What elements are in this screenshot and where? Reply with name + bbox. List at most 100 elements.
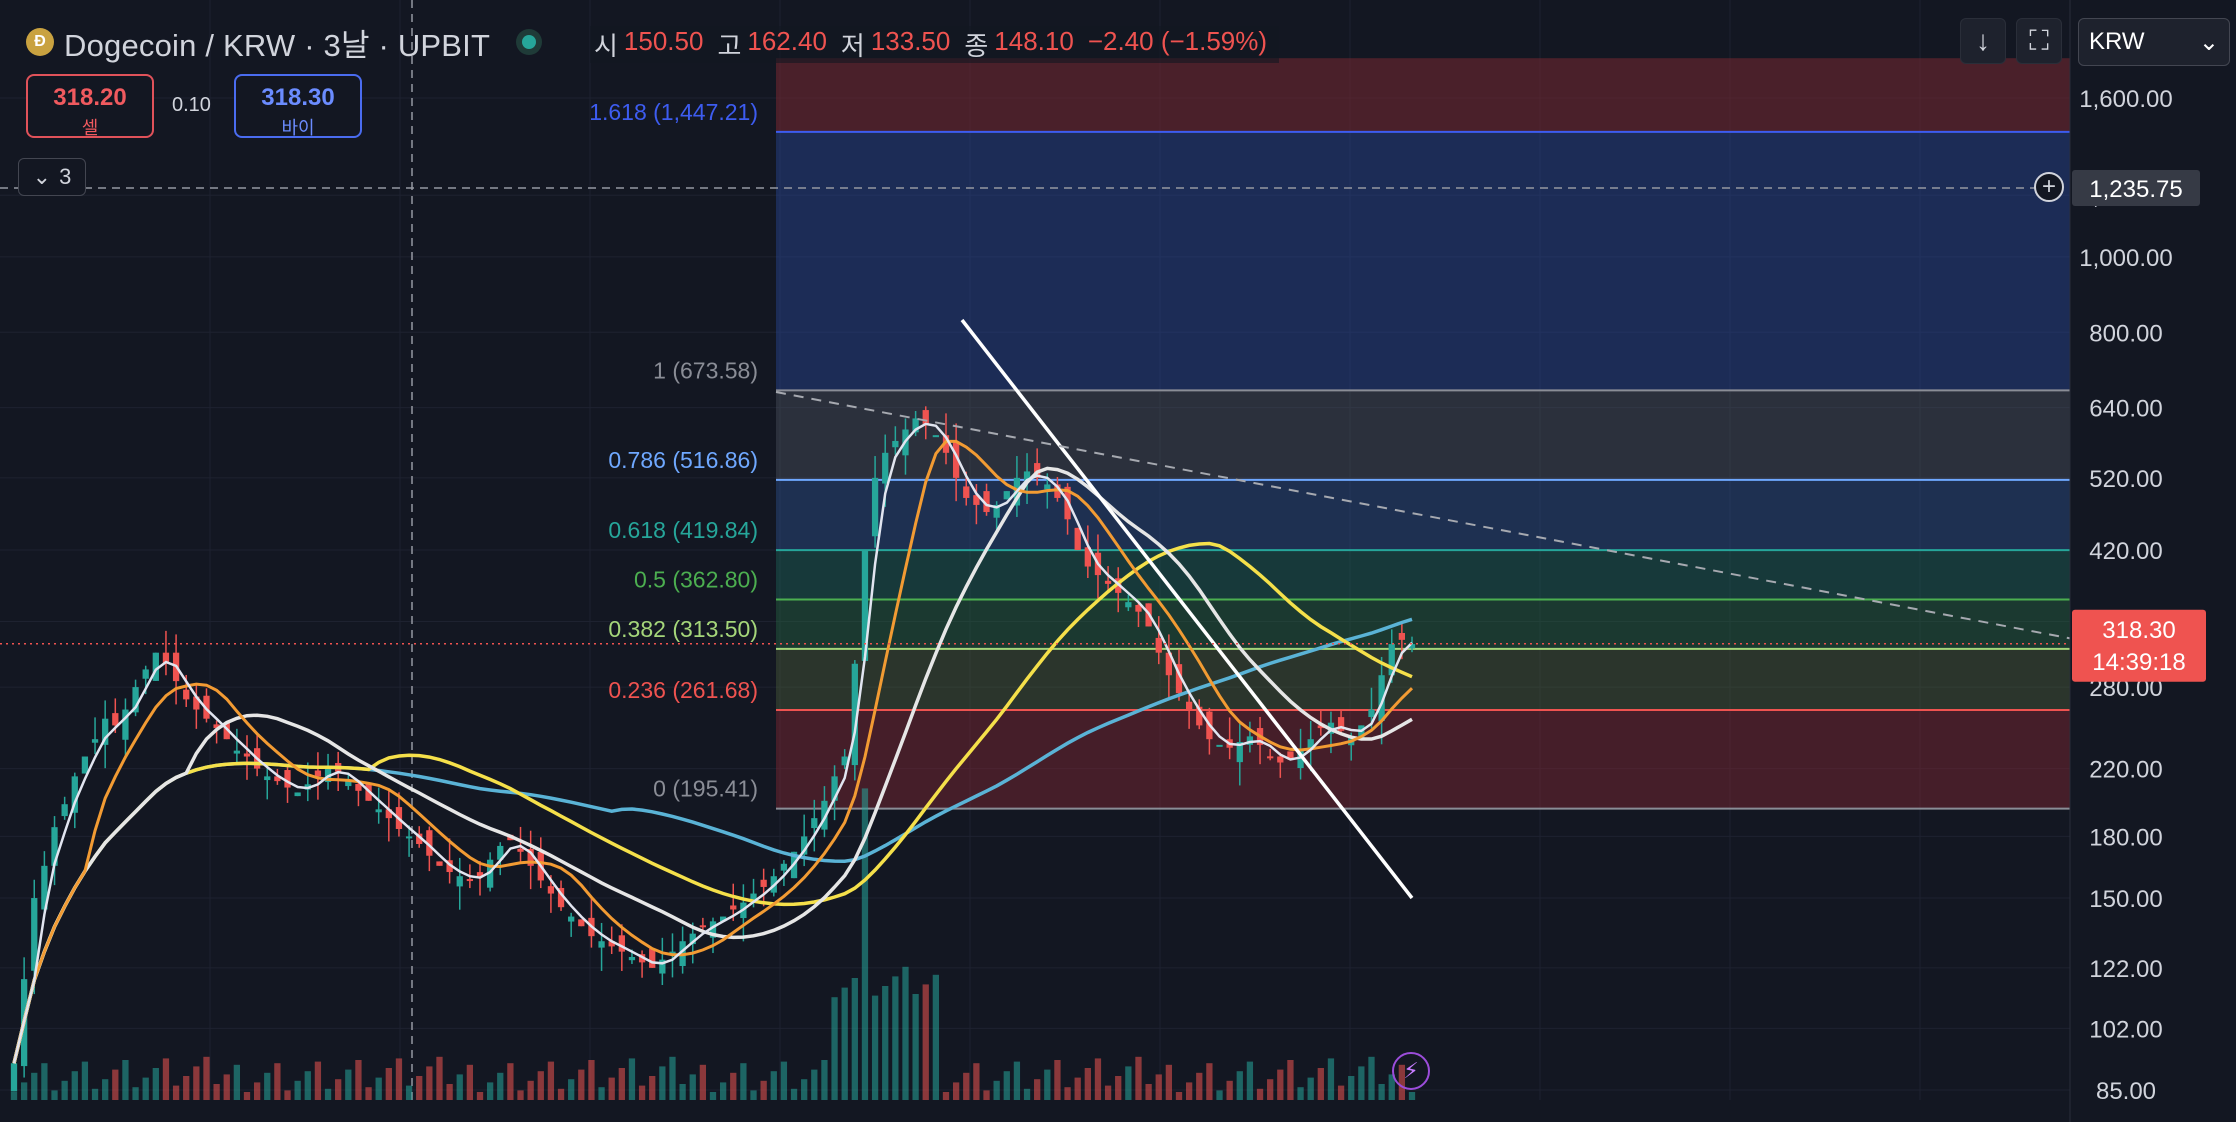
price-tick-10: 640.00 xyxy=(2089,396,2162,423)
price-tick-14: 1,600.00 xyxy=(2079,86,2172,113)
candle-body-0 xyxy=(10,1063,18,1092)
volume-bar-7 xyxy=(81,1061,89,1100)
volume-bar-95 xyxy=(973,1063,980,1100)
volume-bar-17 xyxy=(183,1076,190,1100)
open-value: 150.50 xyxy=(623,26,704,56)
candle-body-2 xyxy=(31,898,38,971)
candle-body-131 xyxy=(1337,717,1345,731)
volume-bar-78 xyxy=(801,1079,808,1100)
candle-body-124 xyxy=(1267,756,1274,759)
candle-body-117 xyxy=(1196,706,1203,726)
volume-bar-67 xyxy=(689,1074,696,1100)
volume-bar-60 xyxy=(618,1068,625,1100)
volume-bar-28 xyxy=(294,1080,301,1100)
candle-body-9 xyxy=(102,718,109,745)
candle-body-21 xyxy=(223,722,230,740)
currency-select[interactable]: KRW ⌄ xyxy=(2078,18,2230,66)
volume-bar-71 xyxy=(730,1072,737,1100)
volume-bar-49 xyxy=(507,1063,514,1100)
candle-body-81 xyxy=(831,776,838,801)
candle-body-95 xyxy=(973,495,980,505)
candle-body-10 xyxy=(112,713,119,726)
candle-body-63 xyxy=(649,948,656,968)
volume-bar-99 xyxy=(1013,1061,1021,1100)
volume-bar-124 xyxy=(1267,1079,1274,1100)
volume-bar-5 xyxy=(61,1080,68,1100)
fib-zone-0 xyxy=(776,131,2070,391)
volume-bar-115 xyxy=(1175,1092,1183,1100)
candle-body-30 xyxy=(314,770,322,777)
trendline-down xyxy=(960,318,1414,900)
candle-body-23 xyxy=(243,753,251,757)
candle-body-33 xyxy=(345,781,352,787)
volume-bar-18 xyxy=(193,1066,200,1100)
candle-body-28 xyxy=(294,792,301,797)
volume-bar-42 xyxy=(436,1056,443,1100)
volume-bar-46 xyxy=(476,1092,484,1100)
volume-bar-76 xyxy=(780,1061,788,1100)
candle-body-60 xyxy=(618,935,625,952)
buy-label: 바이 xyxy=(281,118,315,138)
volume-bar-114 xyxy=(1165,1064,1173,1100)
volume-bar-82 xyxy=(841,987,848,1100)
volume-bar-12 xyxy=(132,1087,139,1100)
ma-line-yellow xyxy=(12,541,1413,1064)
volume-bar-41 xyxy=(426,1066,433,1100)
volume-bar-16 xyxy=(172,1085,180,1100)
volume-bar-35 xyxy=(365,1087,372,1100)
high-key: 고 xyxy=(717,31,742,61)
volume-bar-97 xyxy=(993,1080,1000,1100)
fullscreen-button[interactable]: ⛶ xyxy=(2016,18,2062,64)
volume-bar-63 xyxy=(649,1076,656,1100)
candle-body-27 xyxy=(284,770,291,788)
volume-bar-125 xyxy=(1277,1069,1284,1100)
volume-bar-66 xyxy=(679,1084,686,1100)
sell-button[interactable]: 318.20 셀 xyxy=(26,74,154,138)
lightning-icon[interactable]: ⚡ xyxy=(1392,1052,1430,1090)
symbol-title[interactable]: Dogecoin / KRW · 3날 · UPBIT xyxy=(64,27,491,63)
volume-bar-21 xyxy=(223,1074,230,1100)
fib-zone-1 xyxy=(776,390,2070,480)
candle-body-105 xyxy=(1074,527,1081,551)
indicators-toggle-button[interactable]: ⌄ 3 xyxy=(18,158,86,196)
candle-body-53 xyxy=(547,886,555,894)
volume-bar-55 xyxy=(568,1079,575,1100)
candle-body-41 xyxy=(426,830,433,856)
volume-bar-15 xyxy=(162,1058,170,1100)
volume-bar-29 xyxy=(304,1071,311,1100)
volume-bar-47 xyxy=(486,1082,494,1100)
candle-body-76 xyxy=(780,863,788,871)
candle-body-44 xyxy=(456,876,463,887)
candle-body-108 xyxy=(1104,580,1112,584)
download-button[interactable]: ↓ xyxy=(1960,18,2006,64)
volume-bar-138 xyxy=(1408,1092,1416,1100)
volume-bar-31 xyxy=(324,1088,332,1100)
volume-bar-1 xyxy=(20,1082,28,1100)
candle-body-58 xyxy=(598,941,605,948)
candle-body-18 xyxy=(193,696,200,710)
volume-bar-123 xyxy=(1256,1088,1264,1100)
price-tick-8: 420.00 xyxy=(2089,538,2162,565)
candle-body-84 xyxy=(861,550,869,661)
change-value: −2.40 (−1.59%) xyxy=(1087,26,1268,56)
volume-bar-120 xyxy=(1226,1080,1233,1100)
volume-bar-100 xyxy=(1023,1088,1031,1100)
volume-bar-88 xyxy=(902,966,909,1100)
candle-body-106 xyxy=(1084,547,1091,567)
add-alert-icon[interactable]: + xyxy=(2034,172,2064,202)
candle-body-3 xyxy=(41,865,48,910)
candle-body-8 xyxy=(91,739,99,743)
candle-body-135 xyxy=(1378,675,1385,721)
volume-bar-59 xyxy=(608,1077,615,1100)
candle-body-17 xyxy=(183,689,190,700)
buy-button[interactable]: 318.30 바이 xyxy=(234,74,362,138)
volume-bar-106 xyxy=(1084,1068,1091,1100)
fib-label-2: 0.786 (516.86) xyxy=(608,447,758,473)
volume-bar-87 xyxy=(892,976,899,1100)
candle-body-26 xyxy=(274,776,281,782)
candle-body-82 xyxy=(841,756,848,766)
volume-bar-131 xyxy=(1337,1085,1345,1100)
candle-body-129 xyxy=(1317,725,1324,729)
crosshair-price-label: 1,235.75 xyxy=(2089,176,2182,203)
